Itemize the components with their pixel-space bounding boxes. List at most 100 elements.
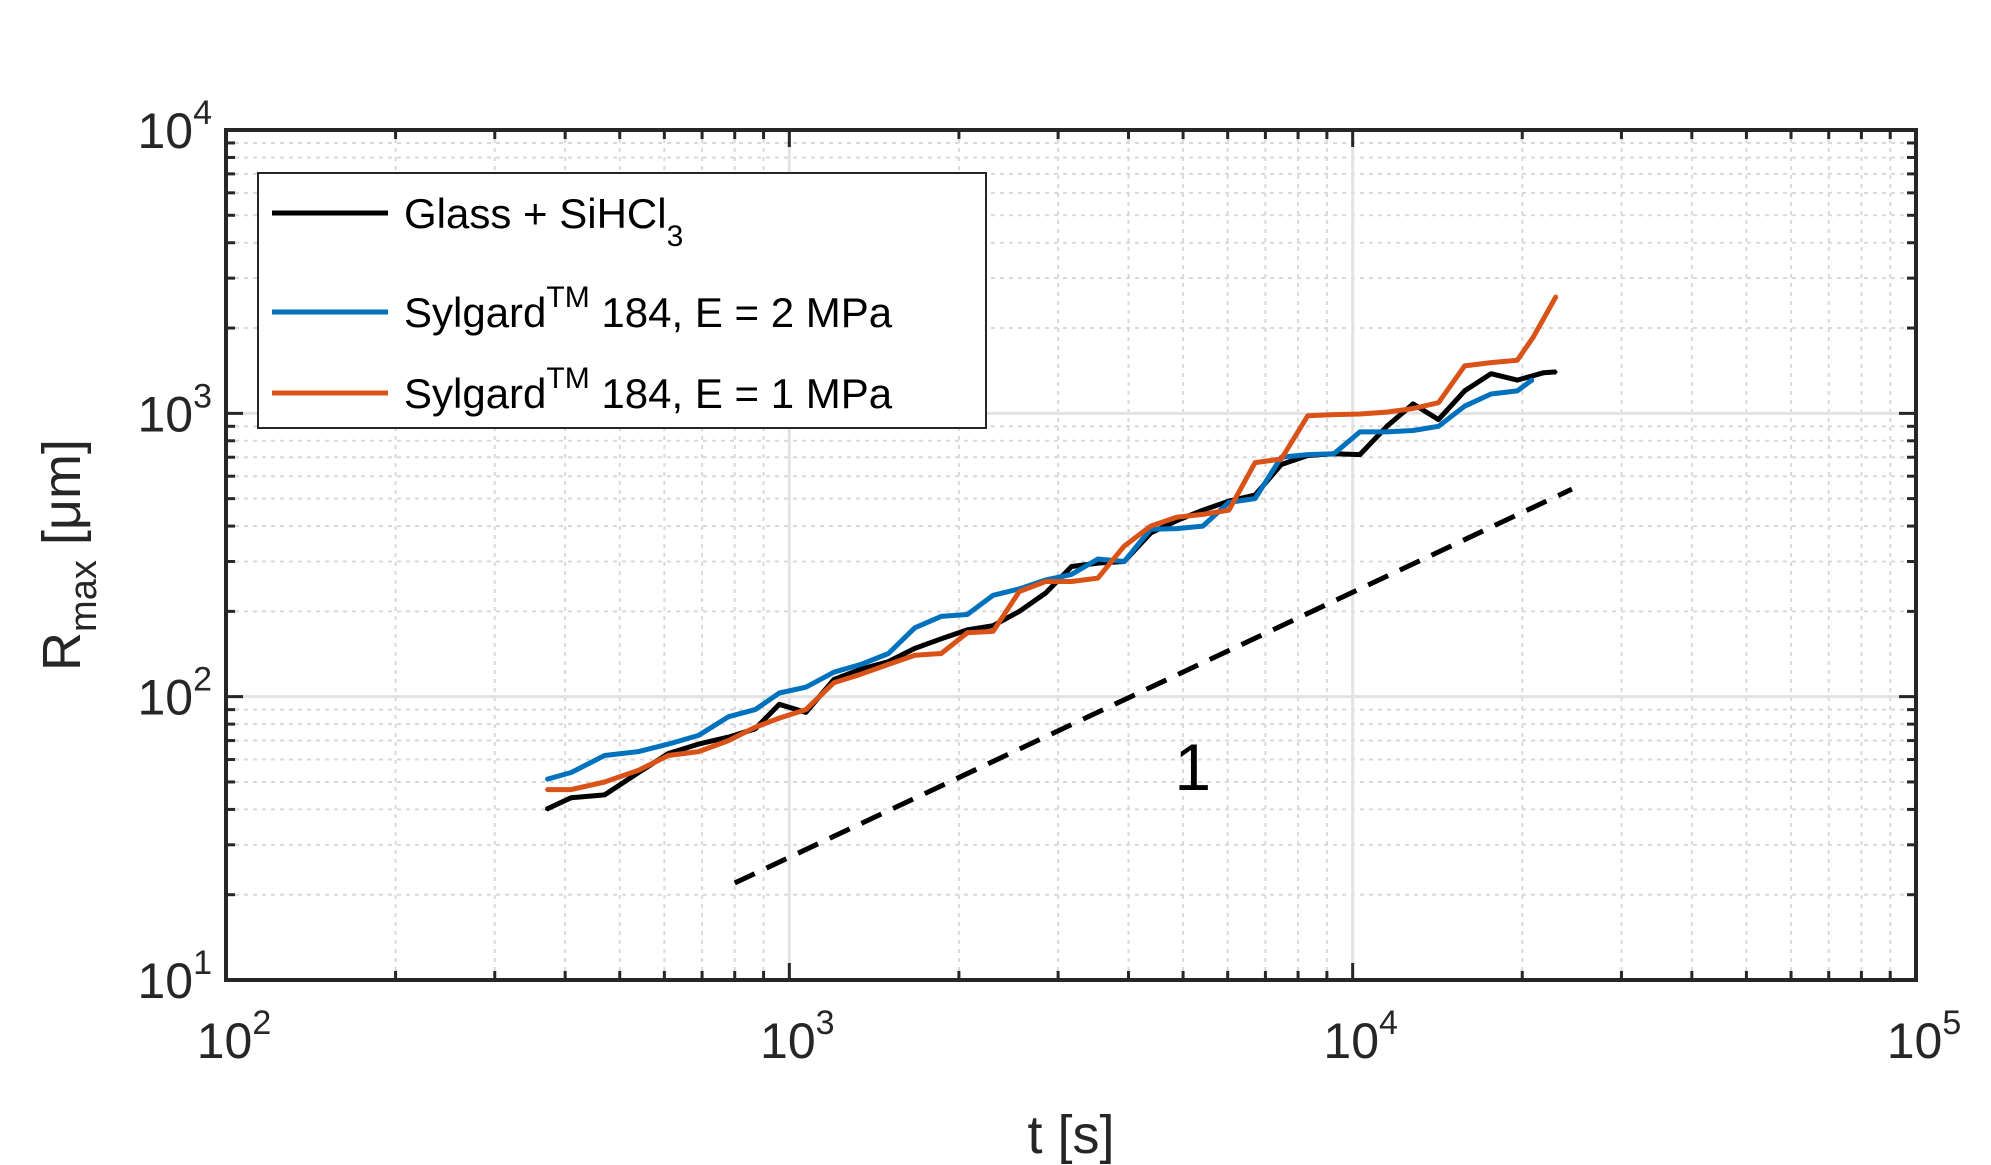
slope-label: 1 [1174,730,1211,804]
data-point [603,780,606,784]
data-point [570,771,573,774]
series-2 [544,377,1535,782]
x-tick-label-base: 10 [760,1013,816,1069]
x-axis-label: t [s] [1027,1105,1114,1165]
data-point [1385,430,1389,434]
data-point [939,615,943,618]
y-axis-label-rest: [μm] [32,439,92,560]
data-point [778,691,781,695]
data-point [544,808,548,811]
reference-slope-line [733,486,1573,886]
data-point [1201,524,1205,528]
x-tick-label-base: 10 [1323,1013,1379,1069]
data-point [1542,371,1545,375]
data-point [1531,336,1535,339]
y-tick-label: 104 [137,94,212,159]
data-point [1253,461,1257,464]
data-point [697,750,700,753]
data-point [913,647,916,650]
data-point [991,594,995,597]
data-point [1201,509,1205,512]
data-point [1531,377,1535,381]
data-point [1122,544,1126,548]
data-point [1070,580,1073,583]
data-point [1149,524,1152,528]
data-point [1437,425,1440,428]
data-point [1411,429,1415,432]
data-point [570,796,573,799]
data-point [1489,392,1493,396]
y-tick-label: 103 [137,377,212,442]
y-axis-label-base: R [32,632,92,671]
data-point [1555,370,1558,374]
x-tick-label: 104 [1323,1004,1398,1069]
data-point [1175,519,1178,522]
reference-dashed-line [733,486,1573,886]
x-tick-label: 102 [197,1004,272,1069]
series-3 [544,294,1559,793]
data-point [966,613,969,616]
data-point [1044,591,1047,595]
legend-label-rest: 184, E = 1 MPa [590,370,893,417]
data-point [570,788,573,791]
data-point [1437,401,1440,404]
minor-grid [226,130,1916,980]
data-point [697,734,700,737]
data-point [1385,425,1389,428]
data-series [544,294,1559,812]
legend-label-sup: TM [546,362,589,395]
data-point [778,703,781,706]
data-point [1227,501,1231,504]
data-point [1489,361,1493,364]
data-point [1018,590,1021,593]
data-point [544,778,548,781]
y-tick-label-base: 10 [137,953,193,1009]
y-axis-label-sub: max [63,560,105,632]
data-point [1358,453,1362,456]
data-point [603,793,606,797]
x-tick-labels: 102 103 104 105 [197,1004,1962,1069]
data-point [859,668,863,671]
x-tick-label-exponent: 5 [1942,1004,1961,1042]
x-tick-label-exponent: 3 [816,1004,835,1042]
data-point [939,652,943,655]
y-tick-label-exponent: 2 [193,661,212,699]
data-point [1070,573,1073,576]
data-point [667,742,670,746]
data-point [727,715,730,718]
data-point [1516,389,1519,393]
data-point [637,769,640,772]
data-point [1385,410,1389,414]
data-point [1437,418,1440,421]
y-tick-label-exponent: 4 [193,94,212,132]
data-point [832,670,836,674]
data-point [697,742,700,746]
data-point [832,681,836,684]
data-point [887,652,890,655]
x-tick-label-base: 10 [197,1013,253,1069]
data-point [1358,412,1362,416]
data-point [637,750,640,753]
data-point [1070,565,1073,568]
data-point [859,663,863,666]
data-point [1280,463,1283,466]
legend-label-sub: 3 [667,220,684,253]
data-point [1489,372,1493,375]
data-point [1175,527,1178,530]
legend-label-main: Glass + SiHCl [404,190,667,237]
axes-box [224,128,1918,982]
data-point [1253,497,1257,500]
data-point [1555,294,1558,297]
legend-label: SylgardTM 184, E = 2 MPa [404,281,893,336]
data-point [1122,560,1126,563]
data-point [1411,402,1415,406]
data-point [754,726,757,729]
data-point [887,663,890,666]
x-tick-label: 103 [760,1004,835,1069]
data-point [1096,576,1100,580]
data-point [754,708,757,711]
data-point [1280,457,1283,461]
data-point [1018,610,1021,613]
